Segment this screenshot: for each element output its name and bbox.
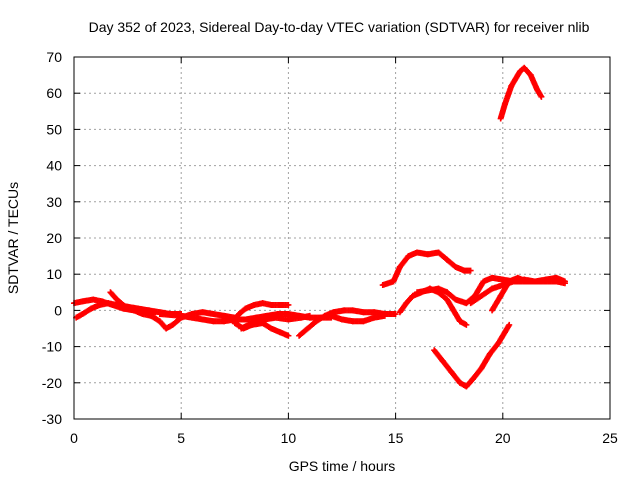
chart-title: Day 352 of 2023, Sidereal Day-to-day VTE… — [89, 19, 590, 35]
y-tick-label: 60 — [46, 85, 62, 101]
series-track-5 — [229, 300, 292, 325]
data-point — [538, 93, 545, 100]
x-tick-label: 15 — [388, 430, 404, 446]
axis-ticks: -30 -20 -10 0 10 20 30 40 50 60 70 0 5 10 15 20 25 — [42, 49, 618, 446]
y-tick-label: 20 — [46, 230, 62, 246]
data-point — [392, 311, 399, 318]
y-tick-label: 0 — [54, 302, 62, 318]
x-axis-label: GPS time / hours — [289, 458, 396, 474]
series-track-17 — [497, 64, 545, 122]
data-point — [463, 321, 470, 328]
y-tick-label: 70 — [46, 49, 62, 65]
y-tick-label: -10 — [42, 339, 62, 355]
data-point — [285, 301, 292, 308]
y-tick-label: 40 — [46, 158, 62, 174]
series-track-9 — [296, 307, 399, 339]
x-tick-label: 25 — [602, 430, 618, 446]
data-point — [467, 267, 474, 274]
x-tick-label: 20 — [495, 430, 511, 446]
data-points — [71, 64, 568, 390]
data-point — [381, 312, 388, 319]
data-point — [561, 278, 568, 285]
y-tick-label: 30 — [46, 194, 62, 210]
x-tick-label: 0 — [70, 430, 78, 446]
y-axis-label: SDTVAR / TECUs — [5, 182, 21, 294]
grid — [74, 57, 610, 419]
series-track-6 — [231, 320, 292, 339]
series-track-11 — [379, 249, 474, 289]
series-track-10 — [328, 312, 388, 325]
y-tick-label: 10 — [46, 266, 62, 282]
series-track-4 — [156, 311, 260, 325]
data-point — [285, 332, 292, 339]
x-tick-label: 5 — [177, 430, 185, 446]
series-track-16 — [489, 274, 568, 314]
series-track-15 — [431, 321, 513, 390]
data-point — [506, 321, 513, 328]
y-tick-label: 50 — [46, 121, 62, 137]
y-tick-label: -20 — [42, 375, 62, 391]
y-tick-label: -30 — [42, 411, 62, 427]
x-tick-label: 10 — [281, 430, 297, 446]
